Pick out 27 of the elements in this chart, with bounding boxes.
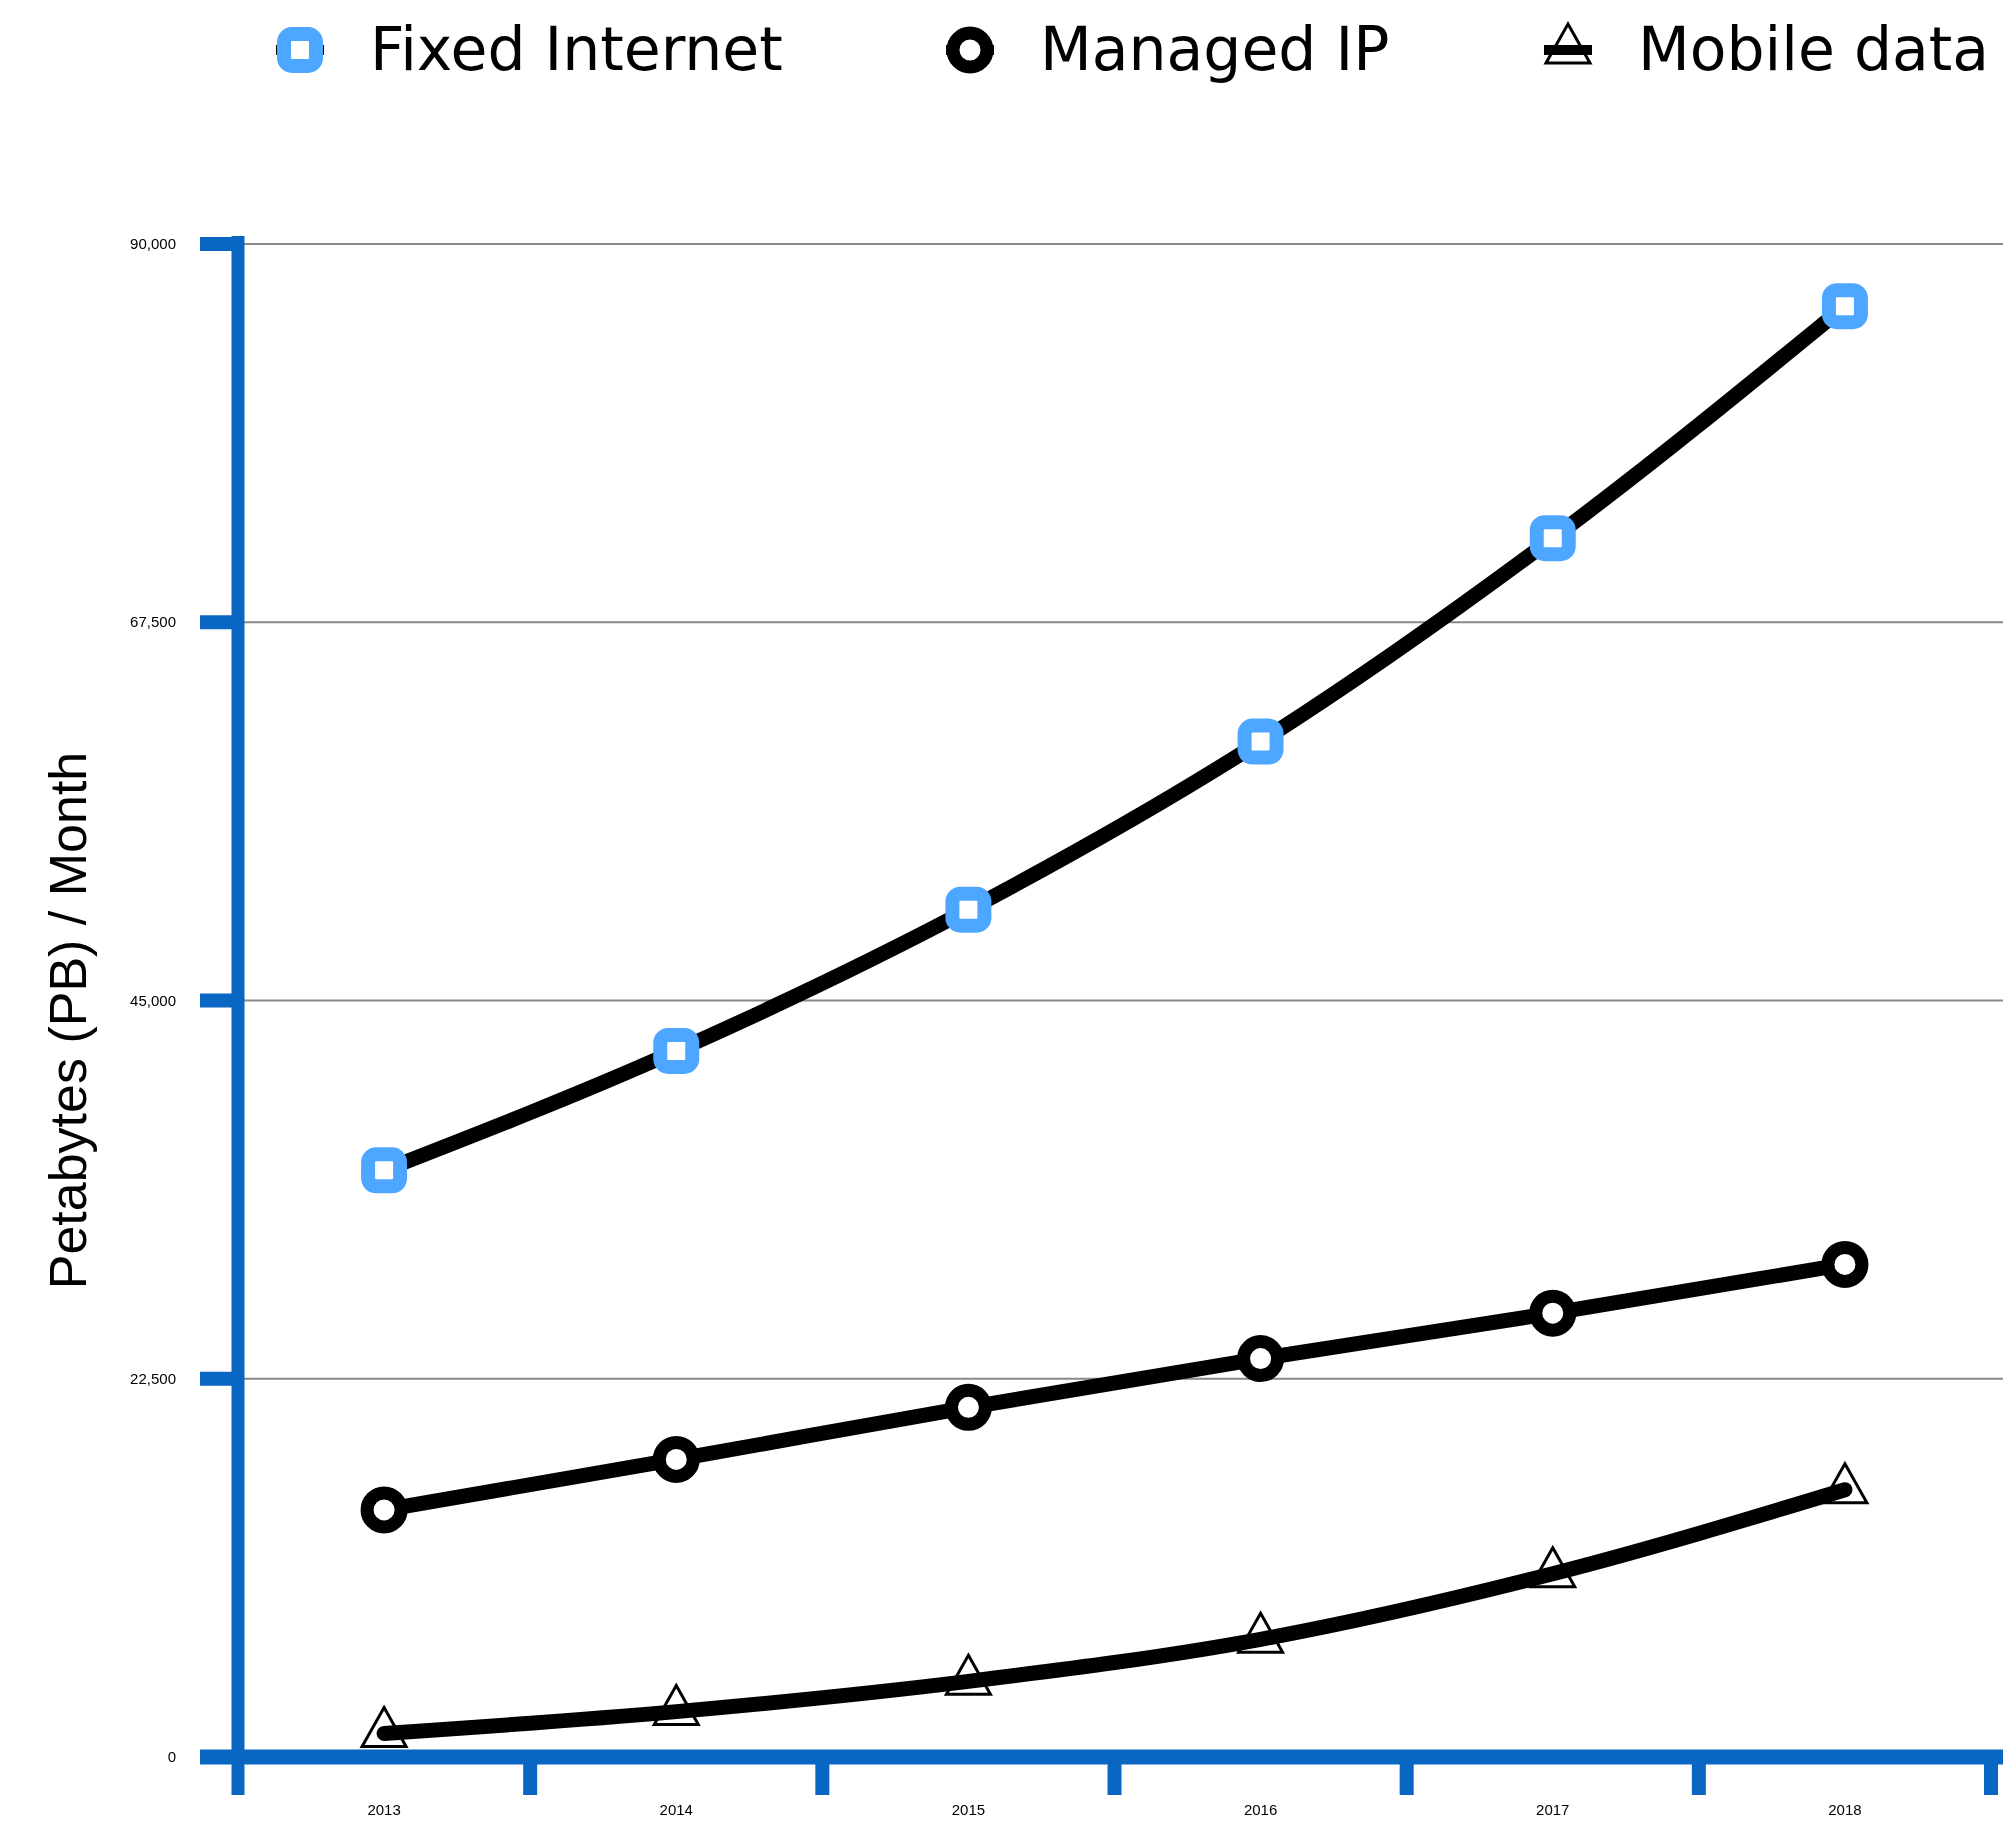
legend-label: Mobile data [1638,14,1990,84]
y-tick-label: 22,500 [130,1369,176,1387]
point [1821,283,1868,330]
point [1529,1289,1577,1337]
point [360,1486,408,1534]
x-tick-label: 2014 [659,1801,693,1818]
point [1237,1335,1285,1383]
x-tick-label: 2015 [951,1801,986,1818]
x-tick-label: 2013 [367,1801,401,1818]
y-tick-label: 0 [167,1748,176,1765]
x-tick-label: 2017 [1536,1801,1570,1818]
legend-label: Managed IP [1040,14,1390,84]
y-axis-title: Petabytes (PB) / Month [39,751,97,1290]
x-tick-label: 2018 [1828,1801,1862,1818]
point [1529,515,1576,562]
point [1821,1240,1869,1288]
point [361,1147,408,1194]
point [945,886,992,933]
point [944,1383,992,1431]
point [653,1027,700,1074]
point [1237,718,1284,765]
y-tick-label: 90,000 [130,235,176,252]
x-tick-label: 2016 [1243,1801,1278,1818]
y-tick-label: 67,500 [130,613,176,631]
point [652,1435,700,1483]
y-tick-label: 45,000 [130,991,176,1009]
legend-label: Fixed Internet [370,14,783,84]
